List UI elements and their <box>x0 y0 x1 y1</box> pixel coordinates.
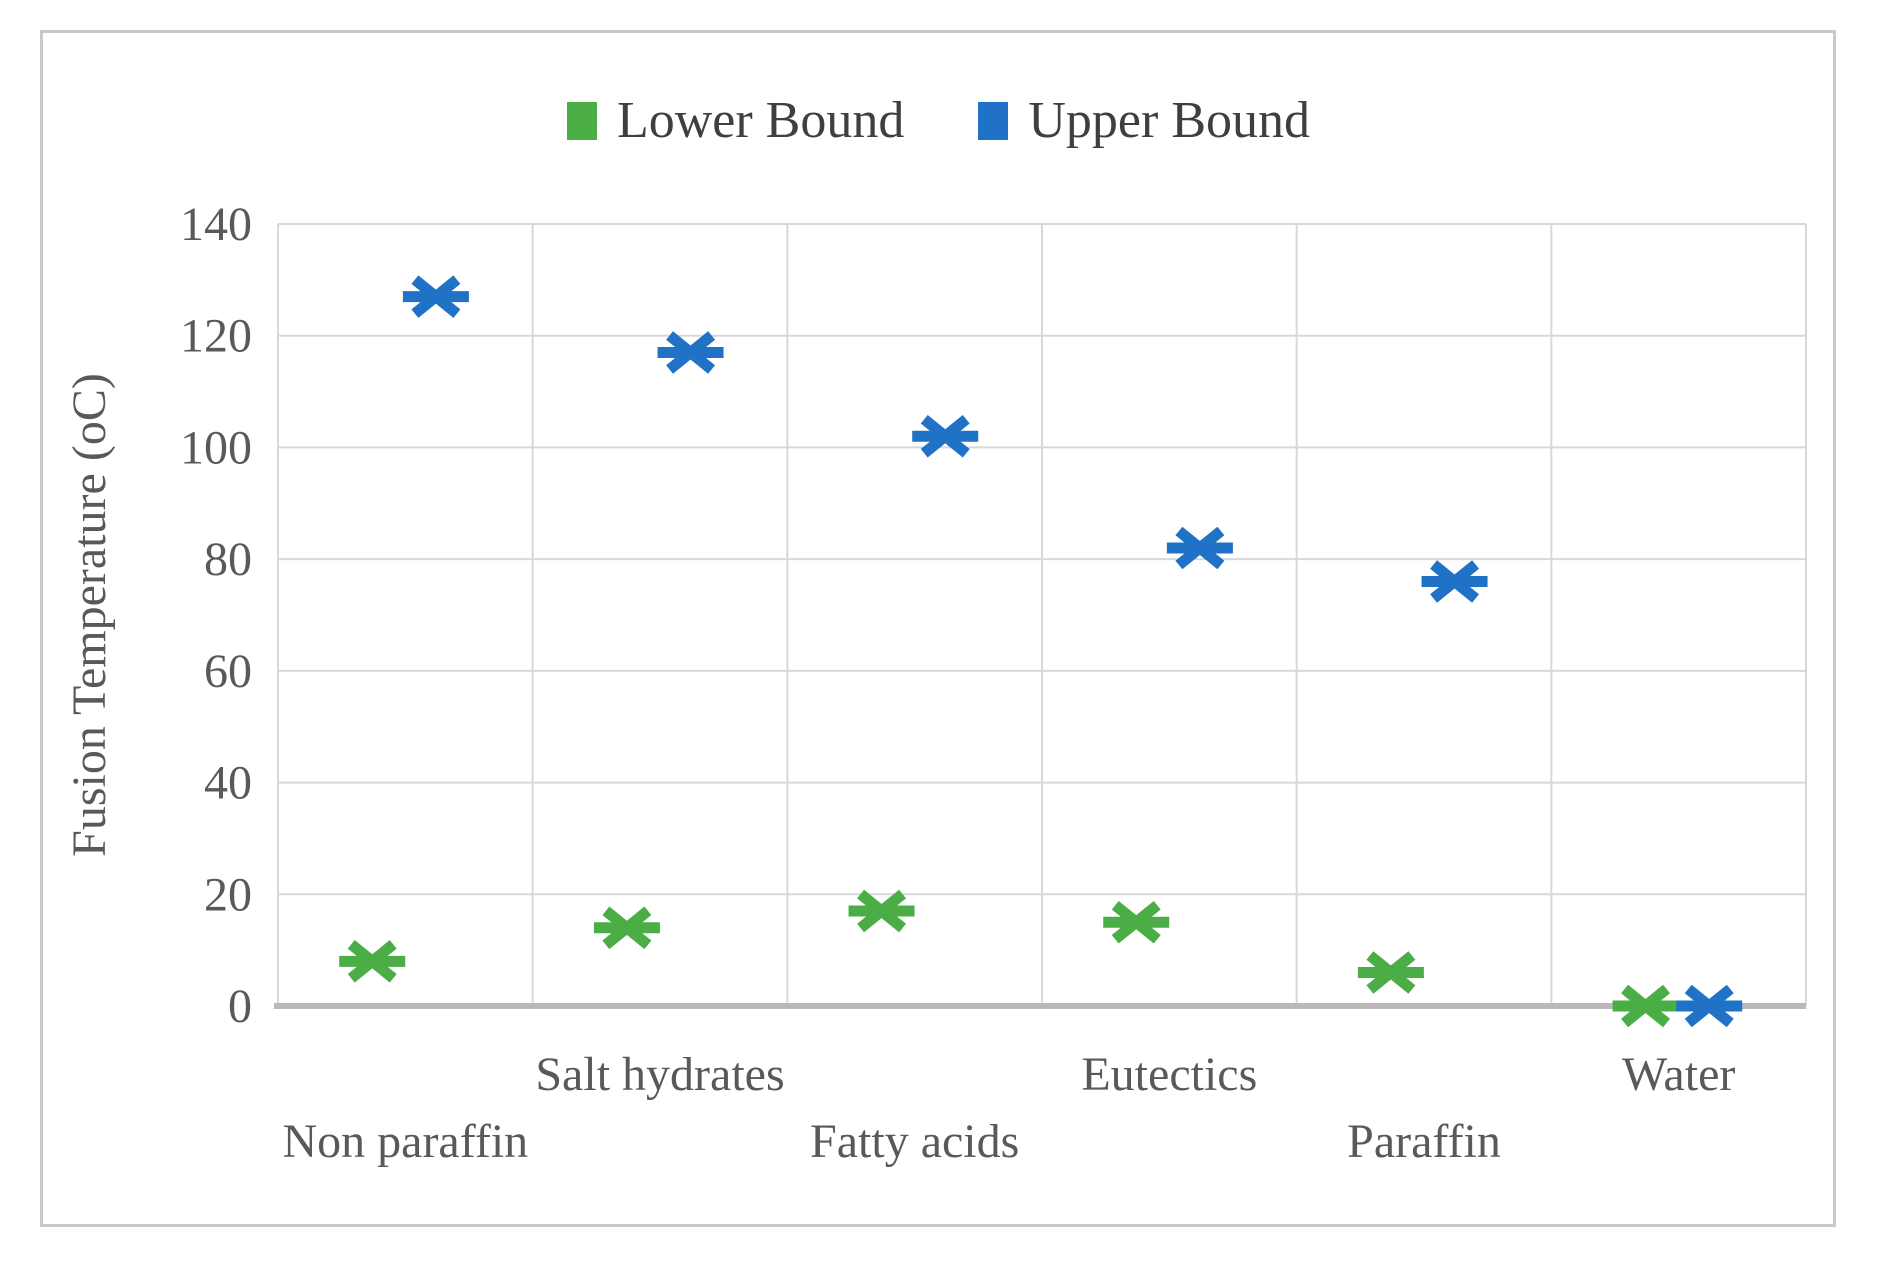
y-tick-label: 60 <box>204 645 252 698</box>
y-tick-label: 140 <box>180 198 252 251</box>
legend-item-upper-bound: Upper Bound <box>978 95 1310 147</box>
y-tick-label: 100 <box>180 421 252 474</box>
y-tick-label: 80 <box>204 533 252 586</box>
marker-stroke <box>1366 951 1416 994</box>
marker-stroke <box>666 331 716 374</box>
data-point-marker <box>1421 560 1488 603</box>
marker-stroke <box>602 906 652 950</box>
x-category-label: Salt hydrates <box>535 1048 784 1101</box>
marker-stroke <box>1175 526 1225 570</box>
data-point-marker <box>848 889 915 933</box>
chart-legend: Lower Bound Upper Bound <box>0 86 1877 156</box>
data-point-marker <box>912 414 979 458</box>
y-tick-label: 20 <box>204 868 252 921</box>
marker-stroke <box>920 414 970 458</box>
marker-stroke <box>1684 984 1734 1028</box>
data-point-marker <box>657 331 724 374</box>
x-category-label: Fatty acids <box>810 1115 1019 1168</box>
data-point-marker <box>1676 984 1743 1028</box>
x-category-label: Paraffin <box>1347 1115 1501 1168</box>
y-axis-title: Fusion Temperature (oC) <box>63 373 116 857</box>
marker-stroke <box>411 275 461 318</box>
data-point-marker <box>1357 951 1424 994</box>
data-point-marker <box>1612 984 1679 1028</box>
data-point-marker <box>339 940 406 983</box>
data-point-marker <box>593 906 660 950</box>
legend-label-lower-bound: Lower Bound <box>616 92 905 149</box>
legend-item-lower-bound: Lower Bound <box>566 92 905 149</box>
y-tick-label: 40 <box>204 757 252 810</box>
x-category-label: Eutectics <box>1081 1048 1257 1101</box>
legend-swatch-upper-bound-icon <box>978 102 1009 140</box>
y-tick-label: 120 <box>180 310 252 363</box>
marker-stroke <box>857 889 907 933</box>
y-tick-label: 0 <box>228 980 252 1033</box>
x-category-label: Water <box>1622 1048 1735 1101</box>
chart-frame <box>40 30 1836 1227</box>
marker-stroke <box>1111 900 1161 944</box>
x-category-label: Non paraffin <box>282 1115 528 1168</box>
legend-label-upper-bound: Upper Bound <box>1028 92 1311 149</box>
marker-stroke <box>347 940 397 983</box>
data-point-marker <box>1166 526 1233 570</box>
legend-swatch-lower-bound-icon <box>566 102 597 140</box>
data-point-marker <box>402 275 469 318</box>
marker-stroke <box>1621 984 1671 1028</box>
data-point-marker <box>1103 900 1170 944</box>
marker-stroke <box>1430 560 1480 603</box>
